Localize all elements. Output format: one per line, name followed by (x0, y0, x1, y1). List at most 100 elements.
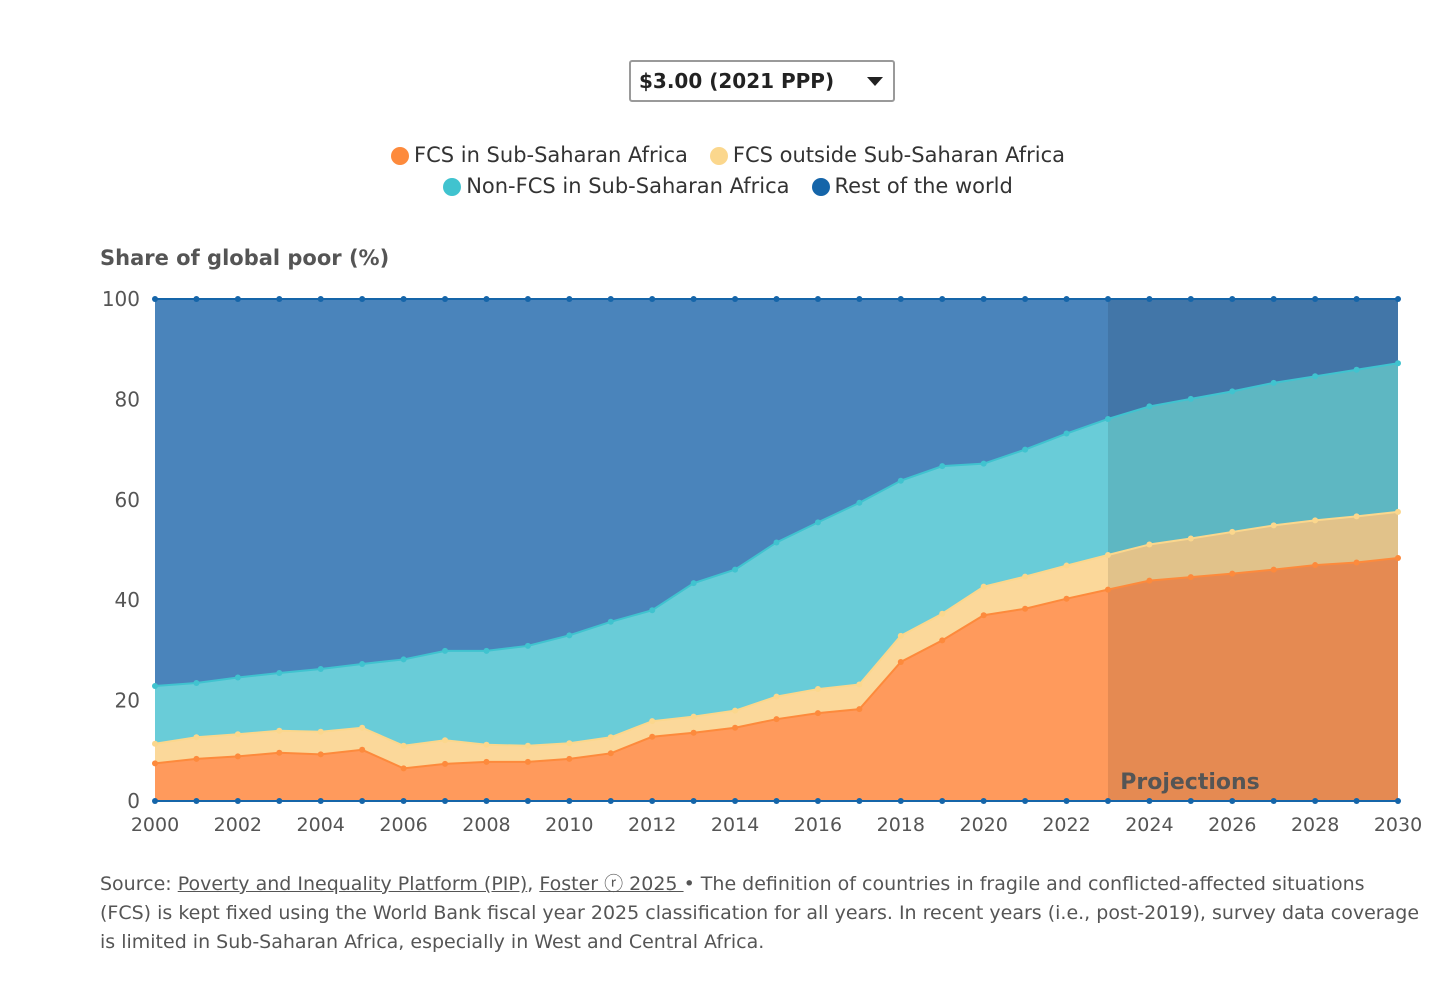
y-tick-label: 0 (127, 789, 140, 813)
data-point-fcs-outside (1229, 528, 1236, 535)
data-point-fcs-ssa (690, 729, 697, 736)
legend-item-nonfcs-ssa[interactable]: Non-FCS in Sub-Saharan Africa (443, 171, 790, 202)
data-point-nonfcs-ssa (1312, 373, 1319, 380)
data-point-fcs-ssa (483, 758, 490, 765)
data-point-nonfcs-ssa (1063, 430, 1070, 437)
data-point-rest-of-world (607, 296, 614, 302)
data-point-fcs-ssa (1104, 586, 1111, 593)
data-point-fcs-ssa (1187, 574, 1194, 581)
data-point-nonfcs-ssa (1229, 388, 1236, 395)
y-tick-label: 100 (102, 287, 140, 311)
data-point-rest-of-world (317, 296, 324, 302)
data-point-rest-of-world (193, 296, 200, 302)
data-point-fcs-ssa (400, 765, 407, 772)
source-link-foster[interactable]: Foster ⓡ 2025 (539, 873, 684, 895)
data-point-nonfcs-ssa (483, 647, 490, 654)
data-point-fcs-outside (1146, 541, 1153, 548)
data-point-fcs-outside (524, 742, 531, 749)
data-point-rest-of-world (1229, 296, 1236, 302)
data-point-fcs-ssa (359, 746, 366, 753)
data-point-nonfcs-ssa (1022, 446, 1029, 453)
data-point-nonfcs-ssa (276, 669, 283, 676)
chevron-down-icon[interactable] (867, 77, 883, 86)
area-rest-of-world (155, 299, 1398, 687)
data-point-fcs-outside (1395, 508, 1401, 515)
data-point-fcs-ssa (897, 658, 904, 665)
data-point-fcs-ssa (234, 753, 241, 760)
area-nonfcs-ssa (155, 363, 1398, 746)
data-point-fcs-outside (442, 737, 449, 744)
data-point-fcs-ssa (732, 724, 739, 731)
data-point-rest-of-world (1022, 296, 1029, 302)
data-point-fcs-outside (566, 740, 573, 747)
legend-dot-icon (443, 177, 462, 196)
data-point-nonfcs-ssa (814, 519, 821, 526)
data-point-fcs-ssa (1229, 570, 1236, 577)
data-point-nonfcs-ssa (1104, 415, 1111, 422)
data-point-fcs-ssa (566, 755, 573, 762)
data-point-nonfcs-ssa (1187, 395, 1194, 402)
y-axis-title: Share of global poor (%) (100, 246, 390, 270)
y-tick-label: 20 (115, 689, 140, 713)
y-tick-label: 60 (115, 488, 140, 512)
legend-item-rest-of-world[interactable]: Rest of the world (811, 171, 1013, 202)
data-point-fcs-outside (234, 731, 241, 738)
x-tick-label: 2004 (297, 814, 345, 836)
data-point-rest-of-world (814, 296, 821, 302)
data-point-rest-of-world (1104, 296, 1111, 302)
data-point-nonfcs-ssa (359, 660, 366, 667)
data-point-rest-of-world (1395, 296, 1401, 302)
legend-dot-icon (811, 177, 830, 196)
data-point-fcs-outside (856, 681, 863, 688)
projection-shade (1107, 299, 1398, 801)
data-point-fcs-outside (1353, 513, 1360, 520)
data-point-fcs-ssa (607, 750, 614, 757)
data-point-nonfcs-ssa (980, 460, 987, 467)
x-tick-label: 2006 (379, 814, 427, 836)
data-point-rest-of-world (1312, 296, 1319, 302)
data-point-fcs-ssa (649, 733, 656, 740)
data-point-rest-of-world (1187, 296, 1194, 302)
chart-legend: FCS in Sub-Saharan Africa FCS outside Su… (0, 140, 1456, 202)
data-point-fcs-ssa (152, 760, 158, 767)
data-point-fcs-ssa (1395, 555, 1401, 562)
x-tick-label: 2024 (1125, 814, 1173, 836)
legend-item-fcs-outside[interactable]: FCS outside Sub-Saharan Africa (709, 140, 1065, 171)
data-point-rest-of-world (1063, 296, 1070, 302)
data-point-fcs-ssa (939, 637, 946, 644)
y-tick-label: 80 (115, 387, 140, 411)
data-point-fcs-outside (359, 724, 366, 731)
data-point-nonfcs-ssa (732, 566, 739, 573)
data-point-rest-of-world (566, 296, 573, 302)
x-tick-label: 2028 (1291, 814, 1339, 836)
data-point-fcs-outside (607, 734, 614, 741)
data-point-fcs-ssa (193, 755, 200, 762)
data-point-fcs-outside (1312, 517, 1319, 524)
data-point-fcs-ssa (856, 706, 863, 713)
dropdown-selected-value: $3.00 (2021 PPP) (639, 69, 835, 93)
legend-label: Rest of the world (834, 174, 1013, 198)
data-point-fcs-ssa (442, 760, 449, 767)
data-point-nonfcs-ssa (1270, 379, 1277, 386)
data-point-rest-of-world (856, 296, 863, 302)
data-point-rest-of-world (359, 296, 366, 302)
footer-sep: , (527, 873, 540, 895)
x-tick-label: 2002 (214, 814, 262, 836)
data-point-fcs-ssa (1270, 566, 1277, 573)
data-point-nonfcs-ssa (400, 656, 407, 663)
data-point-rest-of-world (276, 296, 283, 302)
data-point-rest-of-world (442, 296, 449, 302)
data-point-rest-of-world (524, 296, 531, 302)
data-point-nonfcs-ssa (1146, 403, 1153, 410)
data-point-fcs-ssa (1022, 605, 1029, 612)
poverty-line-dropdown[interactable]: $3.00 (2021 PPP) (629, 60, 895, 102)
data-point-fcs-outside (276, 727, 283, 734)
data-point-fcs-ssa (814, 710, 821, 717)
legend-item-fcs-ssa[interactable]: FCS in Sub-Saharan Africa (390, 140, 688, 171)
data-point-fcs-outside (1063, 562, 1070, 569)
data-point-nonfcs-ssa (1353, 366, 1360, 373)
data-point-fcs-outside (732, 707, 739, 714)
x-tick-label: 2010 (545, 814, 593, 836)
source-link-pip[interactable]: Poverty and Inequality Platform (PIP) (177, 873, 528, 895)
x-tick-label: 2026 (1208, 814, 1256, 836)
